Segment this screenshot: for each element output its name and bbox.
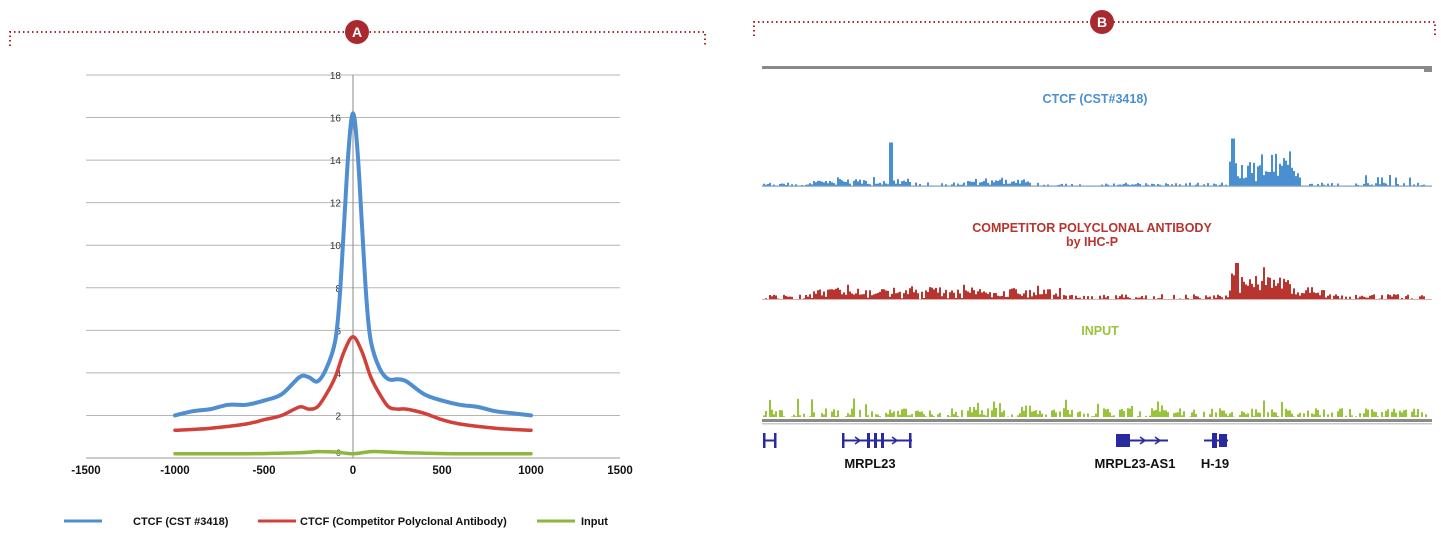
track-bars-competitor xyxy=(765,263,1425,299)
x-tick-label: -500 xyxy=(252,465,275,477)
legend-label-1: CTCF (Competitor Polyclonal Antibody) xyxy=(300,516,507,528)
track-title-competitor: COMPETITOR POLYCLONAL ANTIBODY xyxy=(972,221,1212,235)
panel-a-badge xyxy=(345,20,369,44)
chart-series xyxy=(173,111,533,456)
track-baseline-ctcf xyxy=(762,185,1432,187)
legend-label-2: Input xyxy=(581,516,608,528)
track-title-ctcf: CTCF (CST#3418) xyxy=(1043,92,1148,106)
gene-label-mrpl23-as1: MRPL23-AS1 xyxy=(1095,456,1176,471)
y-tick-label: 2 xyxy=(335,411,341,422)
series-line-1 xyxy=(173,334,533,433)
x-tick-label: 1000 xyxy=(518,465,544,477)
track-subtitle-competitor: by IHC-P xyxy=(1066,235,1118,249)
trackBars2-glyphs xyxy=(763,398,1427,417)
y-tick-label: 18 xyxy=(330,71,342,82)
track-bars-ctcf xyxy=(763,138,1425,186)
browser-top-rule xyxy=(762,66,1432,69)
panel-b-frame: B xyxy=(753,10,1436,36)
series-line-0 xyxy=(173,111,533,418)
x-tick-label: 500 xyxy=(432,465,451,477)
series-line-2 xyxy=(173,449,533,456)
track-divider xyxy=(762,419,1432,422)
trackBars1-glyphs xyxy=(765,263,1425,299)
gene-model-mrpl23 xyxy=(842,433,912,448)
track-baseline-competitor xyxy=(762,299,1432,300)
x-tick-labels: -1500 -1000 -500 0 500 1000 1500 xyxy=(71,465,633,477)
panel-a-badge-label: A xyxy=(352,24,362,40)
chart-legend: CTCF (CST #3418) CTCF (Competitor Polyclo… xyxy=(64,516,608,528)
legend-label-0: CTCF (CST #3418) xyxy=(133,516,229,528)
track-divider-shadow xyxy=(762,423,1432,425)
x-tick-label: -1500 xyxy=(71,465,100,477)
x-tick-label: -1000 xyxy=(160,465,189,477)
x-tick-label: 0 xyxy=(350,465,356,477)
y-tick-label: 4 xyxy=(335,369,341,380)
y-tick-label: 14 xyxy=(330,156,342,167)
chart-gridlines xyxy=(86,74,620,459)
genome-browser: CTCF (CST#3418) COMPETITOR POLYCLONAL AN… xyxy=(762,66,1432,471)
gene-label-mrpl23: MRPL23 xyxy=(844,456,895,471)
gene-annotation-track: MRPL23 MRPL23-AS1 H-19 xyxy=(763,433,1229,471)
y-tick-label: 12 xyxy=(330,199,342,210)
panel-a-frame: A xyxy=(9,20,706,46)
track-bars-input xyxy=(763,398,1427,417)
panel-b-badge-label: B xyxy=(1097,14,1107,30)
panel-b-badge xyxy=(1090,10,1114,34)
x-tick-label: 1500 xyxy=(607,465,633,477)
browser-scroll-handle xyxy=(1424,66,1432,72)
trackBars0-glyphs xyxy=(763,138,1425,186)
gene-model-h19 xyxy=(1204,433,1228,448)
track-title-input: INPUT xyxy=(1081,324,1119,338)
gene-model-partial-left xyxy=(763,433,777,448)
gene-model-mrpl23-as1 xyxy=(1116,434,1168,447)
gene-label-h19: H-19 xyxy=(1201,456,1229,471)
y-tick-label: 10 xyxy=(330,241,342,252)
y-tick-label: 16 xyxy=(330,114,342,125)
